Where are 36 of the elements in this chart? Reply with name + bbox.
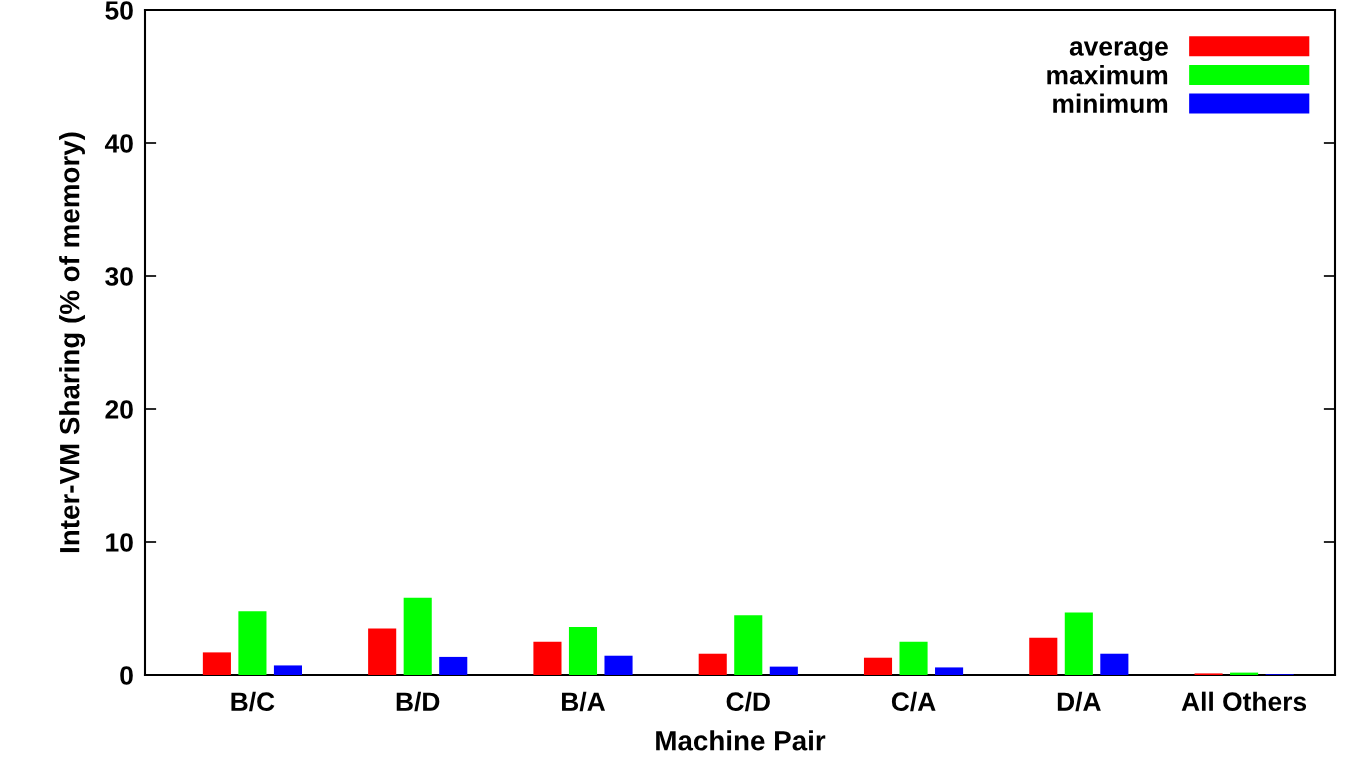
bar (568, 627, 598, 675)
y-axis-title: Inter-VM Sharing (% of memory) (59, 132, 86, 553)
bar (403, 597, 432, 675)
y-tick-label: 30 (105, 267, 133, 286)
bar (1064, 612, 1093, 675)
bar (273, 665, 303, 675)
bar (863, 657, 893, 675)
x-tick-label: All Others (1181, 691, 1307, 712)
x-tick-label: B/A (562, 691, 606, 712)
y-tick-label: 0 (120, 666, 133, 685)
bar (238, 611, 267, 675)
legend-label: minimum (1053, 93, 1168, 113)
bar (1029, 637, 1058, 675)
bar (1100, 653, 1129, 675)
bar (368, 628, 397, 675)
x-tick-label: B/D (396, 691, 440, 712)
x-tick-label: C/D (726, 691, 770, 712)
bar (439, 656, 468, 675)
x-tick-label: C/A (891, 691, 936, 712)
y-tick-label: 10 (106, 533, 133, 552)
bar (533, 641, 562, 675)
bar (734, 615, 763, 675)
bar (202, 652, 231, 675)
legend-label: average (1069, 41, 1168, 62)
y-tick-label: 20 (105, 400, 133, 419)
y-tick-label: 50 (105, 1, 133, 20)
x-axis-title: Machine Pair (656, 730, 826, 751)
y-tick-label: 40 (104, 134, 133, 153)
bar (899, 641, 928, 675)
bar (698, 653, 727, 675)
x-tick-label: B/C (231, 691, 275, 712)
x-tick-label: D/A (1057, 691, 1101, 712)
bar (935, 667, 964, 675)
bar (769, 666, 798, 675)
legend-label: maximum (1047, 65, 1168, 85)
bar (604, 655, 633, 675)
